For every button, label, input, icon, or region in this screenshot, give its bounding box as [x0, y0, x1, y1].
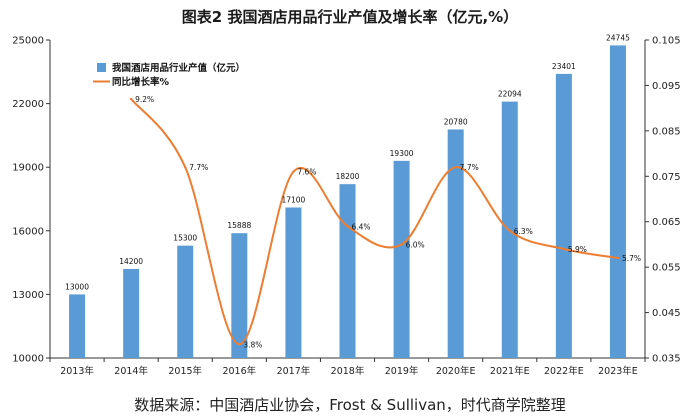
line-series — [129, 97, 620, 346]
growth-rate-point — [346, 225, 349, 228]
source-note: 数据来源：中国酒店业协会，Frost & Sullivan，时代商学院整理 — [134, 396, 566, 414]
x-tick-label: 2023年E — [598, 365, 638, 377]
y-right-tick-label: 0.085 — [652, 126, 681, 137]
bar-value-label: 18200 — [336, 172, 360, 181]
bar — [339, 184, 356, 358]
y-left-tick-label: 22000 — [12, 99, 44, 110]
growth-rate-point — [184, 166, 187, 169]
growth-rate-label: 7.7% — [189, 163, 208, 172]
bar-series — [69, 45, 626, 358]
bar — [177, 245, 194, 358]
bar-value-label: 19300 — [390, 149, 414, 158]
y-left-tick-label: 13000 — [12, 290, 44, 301]
growth-rate-label: 5.7% — [622, 254, 641, 263]
data-labels: 13000 14200 15300 15888 17100 18200 19300 20780… — [65, 33, 641, 349]
bar — [447, 129, 464, 358]
growth-rate-point — [292, 170, 295, 173]
growth-rate-label: 6.4% — [352, 222, 371, 231]
bar — [393, 160, 410, 358]
bar — [231, 233, 248, 358]
growth-rate-point — [616, 256, 620, 260]
bar-value-label: 17100 — [281, 195, 305, 204]
growth-rate-point — [562, 247, 566, 251]
x-tick-label: 2019年 — [385, 365, 419, 377]
y-right-tick-label: 0.075 — [652, 172, 681, 183]
chart-axes: 10000 13000 16000 19000 22000 25000 0.035 0.045… — [12, 36, 680, 378]
bar-value-label: 22094 — [498, 90, 522, 99]
y-right-tick-label: 0.055 — [652, 263, 681, 274]
growth-rate-label: 9.2% — [135, 95, 154, 104]
legend-bar-swatch — [97, 63, 106, 72]
growth-rate-point — [129, 97, 133, 101]
bar-value-label: 20780 — [444, 117, 468, 126]
x-tick-label: 2022年E — [544, 365, 584, 377]
growth-rate-label: 3.8% — [243, 340, 262, 349]
y-right-tick-label: 0.045 — [652, 308, 681, 319]
growth-rate-point — [238, 343, 241, 346]
y-left-tick-label: 16000 — [12, 226, 44, 237]
legend-line-label: 同比增长率% — [112, 76, 170, 88]
bar-value-label: 23401 — [552, 62, 576, 71]
growth-rate-label: 6.0% — [406, 240, 425, 249]
x-tick-label: 2013年 — [60, 365, 94, 377]
y-left-tick-label: 10000 — [12, 354, 44, 365]
bar — [555, 73, 572, 358]
bar-value-label: 14200 — [119, 257, 143, 266]
x-tick-label: 2018年 — [331, 365, 365, 377]
bar-value-label: 24745 — [606, 33, 630, 42]
x-tick-label: 2015年 — [168, 365, 202, 377]
growth-rate-line — [130, 98, 619, 346]
bar-value-label: 15888 — [227, 221, 251, 230]
growth-rate-point — [508, 229, 511, 232]
bar-value-label: 15300 — [173, 234, 197, 243]
bar — [123, 268, 140, 358]
combo-chart: 10000 13000 16000 19000 22000 25000 0.035 0.045… — [12, 33, 680, 378]
y-right-tick-label: 0.035 — [652, 354, 681, 365]
bar-value-label: 13000 — [65, 282, 89, 291]
y-right-tick-label: 0.105 — [652, 36, 681, 47]
y-right-tick-label: 0.095 — [652, 81, 681, 92]
growth-rate-label: 6.3% — [514, 227, 533, 236]
x-tick-label: 2014年 — [114, 365, 148, 377]
bar — [285, 207, 302, 358]
growth-rate-label: 5.9% — [568, 245, 587, 254]
bar — [609, 45, 626, 358]
growth-rate-label: 7.6% — [297, 168, 316, 177]
growth-rate-point — [400, 243, 403, 246]
growth-rate-label: 7.7% — [460, 163, 479, 172]
y-left-tick-label: 19000 — [12, 163, 44, 174]
x-tick-label: 2016年 — [222, 365, 256, 377]
legend-bar-label: 我国酒店用品行业产值（亿元） — [112, 62, 245, 74]
x-tick-label: 2017年 — [277, 365, 311, 377]
y-right-tick-label: 0.065 — [652, 217, 681, 228]
chart-title: 图表2 我国酒店用品行业产值及增长率（亿元,%） — [181, 8, 519, 26]
bar — [69, 294, 86, 358]
x-tick-label: 2021年E — [490, 365, 530, 377]
x-tick-label: 2020年E — [436, 365, 476, 377]
growth-rate-point — [454, 166, 457, 169]
y-left-tick-label: 25000 — [12, 36, 44, 47]
legend: 我国酒店用品行业产值（亿元） 同比增长率% — [93, 62, 245, 88]
